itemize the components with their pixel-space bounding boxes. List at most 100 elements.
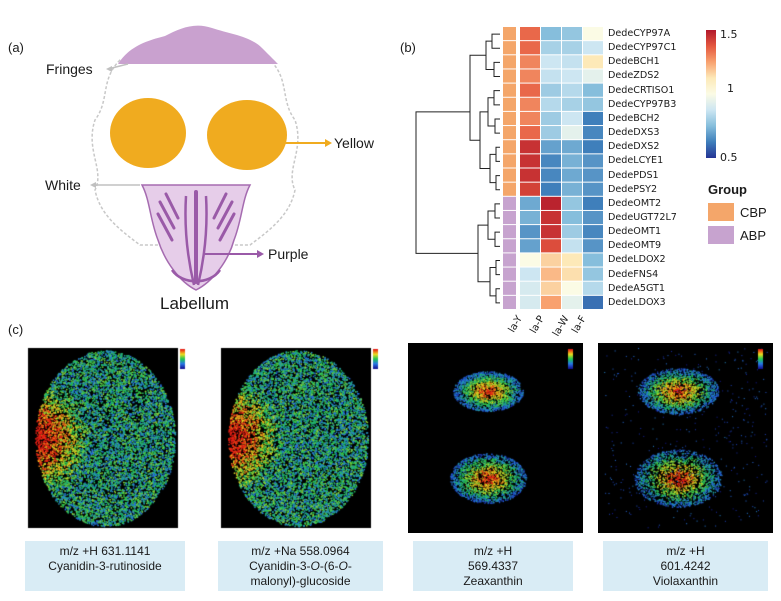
heatmap-cell [520,196,540,210]
gene-label: DedeZDS2 [608,70,660,82]
heatmap-cell [562,83,582,97]
caption-2-part-b: O [310,559,320,573]
gene-label: DedeDXS2 [608,141,660,153]
gene-label: DedeCYP97C1 [608,42,677,54]
gene-label: DedeBCH2 [608,112,660,124]
caption-2-line2: Cyanidin-3-O-(6-O- [218,559,383,574]
gene-label: DedeDXS3 [608,127,660,139]
heatmap-cell [541,27,561,41]
heatmap-cell [520,154,540,168]
caption-2-line3: malonyl)-glucoside [250,574,351,588]
flower-illustration [90,25,332,291]
yellow-blob-right [207,100,287,170]
heatmap-cell [520,41,540,55]
heatmap-cell [562,154,582,168]
group-cell [503,41,516,55]
msi-canvas-1 [20,343,195,533]
group-cell [503,154,516,168]
heatmap-cell [562,69,582,83]
heatmap-cell [520,281,540,295]
heatmap-cell [541,267,561,281]
caption-1-line2: Cyanidin-3-rutinoside [48,559,162,573]
group-cell [503,182,516,196]
heatmap-cell [562,41,582,55]
gene-label: DedeUGT72L7 [608,211,677,223]
heatmap-cell [541,168,561,182]
heatmap-cell [541,182,561,196]
heatmap-cell [520,55,540,69]
gene-label: DedeFNS4 [608,268,659,280]
heatmap-cell [562,210,582,225]
heatmap-cell [520,225,540,239]
heatmap-cell [562,140,582,154]
gene-label: DedeLCYE1 [608,155,664,167]
heatmap-cell [541,126,561,140]
heatmap-cell [541,55,561,69]
heatmap-cell [520,239,540,253]
group-cell [503,239,516,253]
msi-image-4 [598,343,773,533]
msi-image-2 [213,343,388,533]
heatmap-cell [520,295,540,309]
legend-label-cbp: CBP [740,205,767,220]
heatmap-cell [583,97,603,111]
group-cell [503,126,516,140]
yellow-label: Yellow [334,135,374,151]
gene-label: DedeBCH1 [608,56,660,68]
gene-label: DedeLDOX3 [608,296,666,308]
msi-canvas-3 [408,343,583,533]
colorbar-tick-mid: 1 [727,82,734,95]
caption-4-line1: m/z +H [666,544,705,558]
heatmap-cell [520,27,540,41]
heatmap-cell [520,111,540,126]
heatmap-cell [562,27,582,41]
heatmap-cell [541,41,561,55]
gene-label: DedeOMT1 [608,226,662,238]
caption-4: m/z +H 601.4242 Violaxanthin [603,541,768,591]
heatmap-cell [541,210,561,225]
heatmap-cell [562,126,582,140]
caption-3-line2: 569.4337 [467,559,519,573]
msi-image-3 [408,343,583,533]
gene-label: DedeCYP97A [608,28,671,39]
heatmap-cell [520,182,540,196]
heatmap-cell [583,126,603,140]
heatmap-cell [583,295,603,309]
gene-label: DedeA5GT1 [608,282,666,294]
heatmap-cell [583,182,603,196]
heatmap-cell [520,267,540,281]
heatmap-cell [541,140,561,154]
gene-label: DedeOMT9 [608,240,662,252]
fringe-top-shape [118,25,278,64]
purple-label: Purple [268,246,309,262]
legend-swatch-abp [708,226,734,244]
heatmap-cell [520,253,540,267]
heatmap-cell [541,69,561,83]
heatmap-cell [583,27,603,41]
heatmap-cell [520,97,540,111]
group-cell [503,27,516,41]
group-cell [503,55,516,69]
caption-2-part-a: Cyanidin-3- [249,559,311,573]
gene-label: DedeLDOX2 [608,254,666,266]
heatmap-cell [520,168,540,182]
heatmap-cell [520,210,540,225]
caption-1: m/z +H 631.1141 Cyanidin-3-rutinoside [25,541,185,591]
colorbar-tick-high: 1.5 [720,28,738,41]
heatmap-cell [562,111,582,126]
heatmap-cell [541,225,561,239]
white-label: White [45,177,81,193]
heatmap-cell [562,97,582,111]
group-cell [503,281,516,295]
heatmap-cell [562,55,582,69]
gene-label: DedePSY2 [608,183,658,195]
group-cell [503,253,516,267]
legend-title: Group [708,182,747,197]
heatmap-cell [541,154,561,168]
heatmap-cell [541,83,561,97]
dendrogram [415,33,500,304]
heatmap-cell [562,239,582,253]
heatmap-cell [541,281,561,295]
heatmap-cell [541,295,561,309]
caption-2: m/z +Na 558.0964 Cyanidin-3-O-(6-O- malo… [218,541,383,591]
